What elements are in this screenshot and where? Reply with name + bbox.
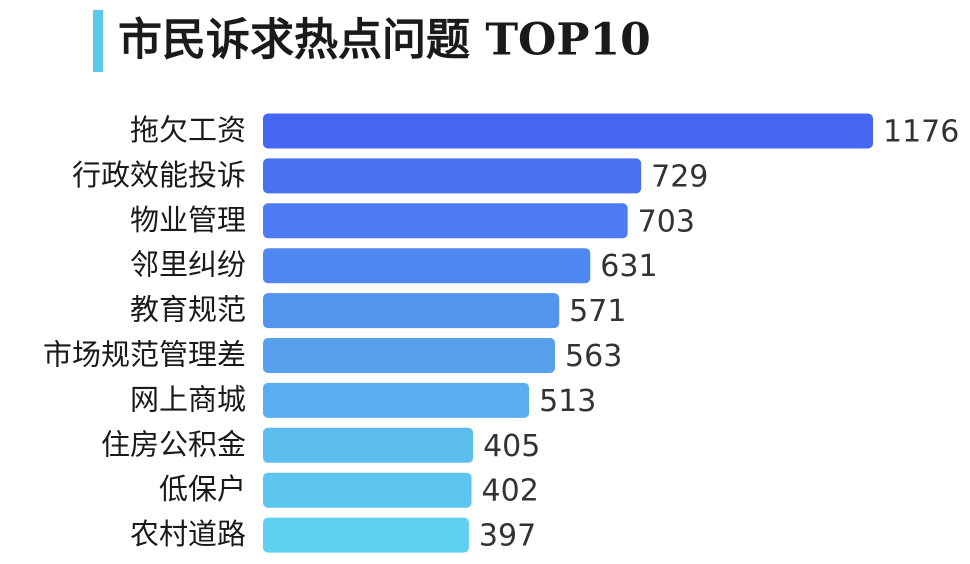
category-label: 农村道路 <box>130 517 246 551</box>
bar <box>263 338 556 373</box>
bar <box>263 293 560 329</box>
category-label: 行政效能投诉 <box>72 158 246 192</box>
bar <box>263 113 873 149</box>
bar <box>263 248 591 284</box>
value-label: 729 <box>651 159 708 194</box>
bar <box>263 382 530 418</box>
bar <box>263 427 474 463</box>
bar <box>263 203 628 239</box>
value-label: 405 <box>483 429 540 464</box>
value-label: 571 <box>569 294 626 329</box>
chart-title: 市民诉求热点问题 TOP10 <box>118 15 651 66</box>
value-label: 563 <box>565 339 622 374</box>
category-label: 市场规范管理差 <box>43 338 246 372</box>
bar <box>263 158 642 194</box>
bar <box>263 472 472 508</box>
category-label: 拖欠工资 <box>130 113 246 147</box>
category-label: 网上商城 <box>130 382 246 416</box>
category-label: 物业管理 <box>130 203 246 237</box>
value-label: 397 <box>479 519 536 554</box>
bar <box>263 517 469 553</box>
category-label: 低保户 <box>159 472 246 506</box>
value-label: 402 <box>482 474 539 509</box>
title-accent <box>93 10 103 72</box>
value-label: 631 <box>600 249 657 284</box>
category-label: 住房公积金 <box>101 427 246 461</box>
value-label: 513 <box>539 384 596 419</box>
value-label: 703 <box>638 204 695 239</box>
category-label: 邻里纠纷 <box>130 248 246 282</box>
category-label: 教育规范 <box>130 293 246 327</box>
value-label: 1176 <box>883 115 959 150</box>
